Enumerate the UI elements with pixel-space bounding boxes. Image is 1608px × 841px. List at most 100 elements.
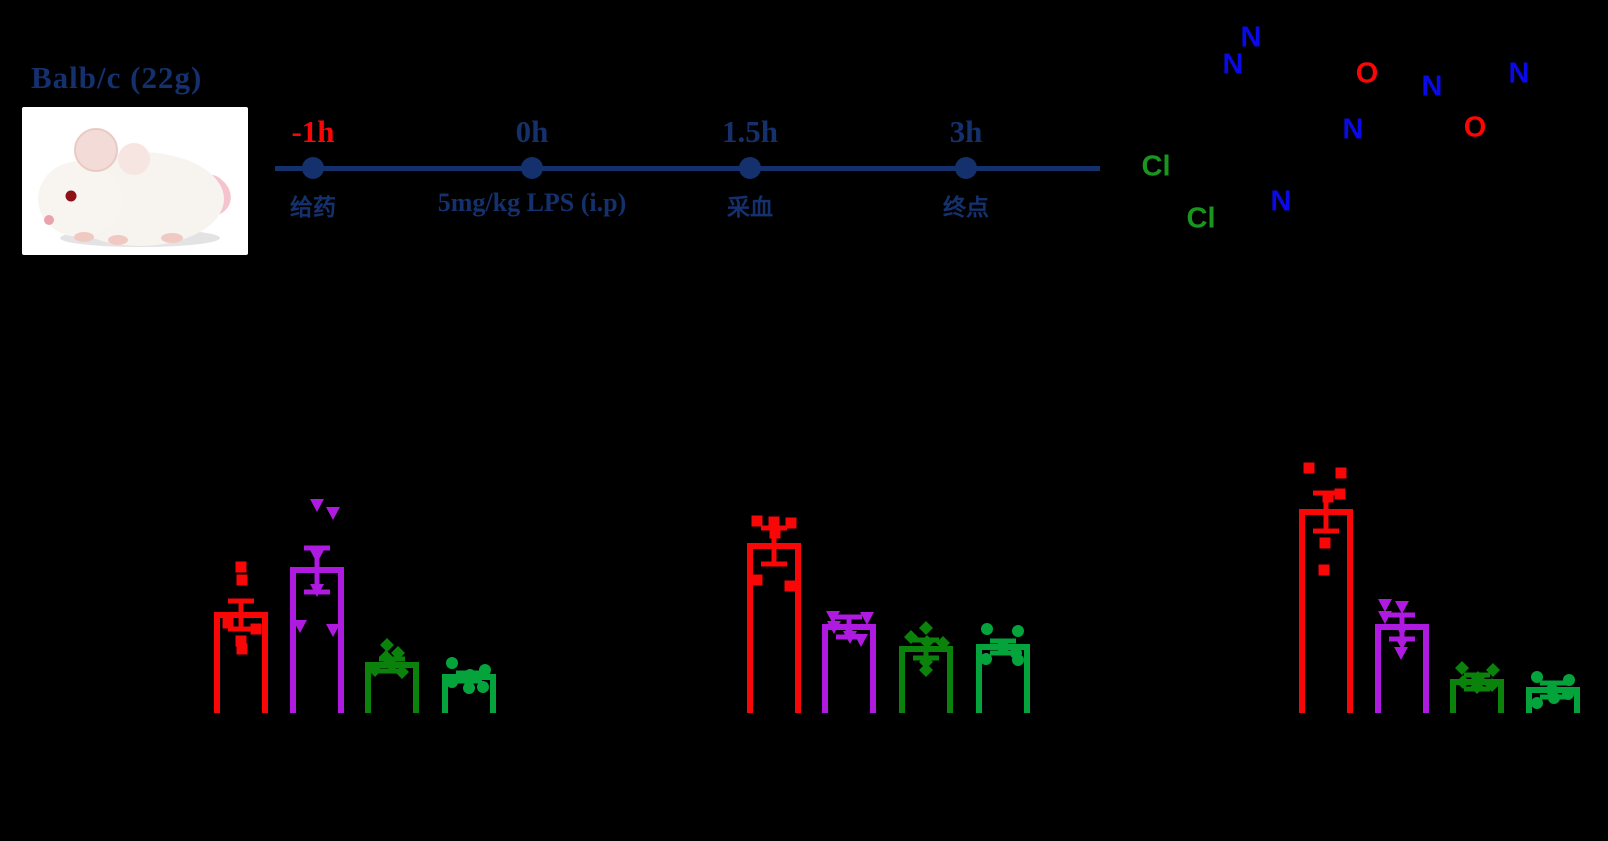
point-circle-chart2 — [1012, 625, 1024, 637]
timeline-time: 1.5h — [722, 114, 778, 149]
point-triangle-chart3 — [1395, 637, 1409, 650]
point-triangle-chart2 — [826, 611, 840, 624]
point-triangle-chart3 — [1394, 647, 1408, 660]
atom-cl-label: Cl — [1186, 202, 1216, 235]
point-diamond-chart2 — [919, 655, 933, 669]
point-triangle-chart1 — [326, 624, 340, 637]
timeline-dot — [302, 157, 324, 179]
point-triangle-chart2 — [860, 612, 874, 625]
mouse-illustration — [38, 128, 231, 247]
point-diamond-chart2 — [936, 636, 950, 650]
point-square-chart3 — [1335, 467, 1347, 479]
atom-n-label: N — [1508, 57, 1530, 90]
timeline-label: 终点 — [943, 194, 989, 220]
point-circle-chart1 — [446, 676, 458, 688]
point-diamond-chart2 — [919, 621, 933, 635]
atom-o-label: O — [1463, 111, 1487, 144]
atom-n-label: N — [1270, 185, 1292, 218]
point-square-chart1 — [236, 643, 248, 655]
mouse-photo — [22, 107, 248, 255]
timeline-dot — [521, 157, 543, 179]
point-triangle-chart1 — [293, 620, 307, 633]
point-triangle-chart3 — [1378, 611, 1392, 624]
point-square-chart1 — [236, 574, 248, 586]
timeline: -1h 给药 0h 5mg/kg LPS (i.p) 1.5h 采血 3h 终点 — [0, 0, 1608, 260]
atom-o-label: O — [1355, 57, 1379, 90]
point-square-chart2 — [769, 527, 781, 539]
mouse-nose — [44, 215, 54, 225]
point-diamond-chart2 — [904, 630, 918, 644]
mouse-ear — [118, 143, 150, 175]
point-square-chart2 — [768, 516, 780, 528]
point-circle-chart1 — [477, 681, 489, 693]
point-square-chart2 — [751, 574, 763, 586]
timeline-time: -1h — [291, 114, 335, 149]
point-diamond-chart1 — [395, 665, 409, 679]
atom-n-label: N — [1240, 21, 1262, 54]
point-diamond-chart3 — [1470, 680, 1484, 694]
mouse-eye — [65, 190, 77, 202]
point-square-chart1 — [222, 617, 234, 629]
timeline-dot — [739, 157, 761, 179]
point-circle-chart2 — [980, 653, 992, 665]
point-diamond-chart2 — [920, 635, 934, 649]
point-square-chart3 — [1322, 491, 1334, 503]
point-diamond-chart3 — [1456, 675, 1470, 689]
point-circle-chart1 — [479, 664, 491, 676]
point-square-chart3 — [1319, 537, 1331, 549]
point-circle-chart1 — [464, 669, 476, 681]
point-square-chart2 — [784, 580, 796, 592]
point-triangle-chart3 — [1395, 624, 1409, 637]
point-diamond-chart3 — [1486, 663, 1500, 677]
point-circle-chart3 — [1548, 692, 1560, 704]
point-diamond-chart1 — [380, 638, 394, 652]
point-diamond-chart1 — [385, 658, 399, 672]
timeline-time: 0h — [515, 114, 549, 149]
timeline-line — [275, 166, 1100, 171]
point-square-chart1 — [235, 635, 247, 647]
point-triangle-chart2 — [827, 621, 841, 634]
strain-label: Balb/c (22g) — [31, 60, 203, 95]
point-circle-chart1 — [463, 682, 475, 694]
point-circle-chart3 — [1562, 688, 1574, 700]
point-diamond-chart3 — [1485, 678, 1499, 692]
point-circle-chart2 — [997, 641, 1009, 653]
timeline-label: 给药 — [290, 194, 336, 220]
point-square-chart3 — [1334, 488, 1346, 500]
point-triangle-chart3 — [1395, 601, 1409, 614]
point-triangle-chart2 — [843, 631, 857, 644]
point-diamond-chart1 — [391, 646, 405, 660]
molecule-structure: N N O N N N O Cl N Cl — [0, 0, 1608, 300]
timeline-label: 采血 — [727, 194, 773, 220]
point-diamond-chart3 — [1471, 671, 1485, 685]
point-triangle-chart2 — [842, 624, 856, 637]
point-circle-chart1 — [446, 657, 458, 669]
timeline-dot — [955, 157, 977, 179]
point-triangle-chart1 — [310, 584, 324, 597]
bar-chart2-red-squares — [747, 543, 801, 713]
point-square-chart2 — [751, 515, 763, 527]
point-triangle-chart1 — [310, 550, 324, 563]
point-circle-chart2 — [981, 623, 993, 635]
point-triangle-chart1 — [326, 507, 340, 520]
atom-cl-label: Cl — [1141, 150, 1171, 183]
point-diamond-chart3 — [1455, 661, 1469, 675]
point-triangle-chart2 — [854, 634, 868, 647]
timeline-time: 3h — [949, 114, 983, 149]
point-square-chart2 — [785, 517, 797, 529]
point-diamond-chart1 — [368, 663, 382, 677]
atom-n-label: N — [1421, 70, 1443, 103]
point-circle-chart2 — [1012, 654, 1024, 666]
point-circle-chart3 — [1563, 674, 1575, 686]
point-square-chart3 — [1303, 462, 1315, 474]
point-triangle-chart1 — [310, 499, 324, 512]
atom-n-label: N — [1342, 113, 1364, 146]
point-square-chart3 — [1318, 564, 1330, 576]
timeline-label: 5mg/kg LPS (i.p) — [437, 188, 627, 217]
point-square-chart1 — [250, 623, 262, 635]
atom-n-label: N — [1222, 48, 1244, 81]
point-circle-chart3 — [1531, 671, 1543, 683]
point-square-chart1 — [235, 561, 247, 573]
